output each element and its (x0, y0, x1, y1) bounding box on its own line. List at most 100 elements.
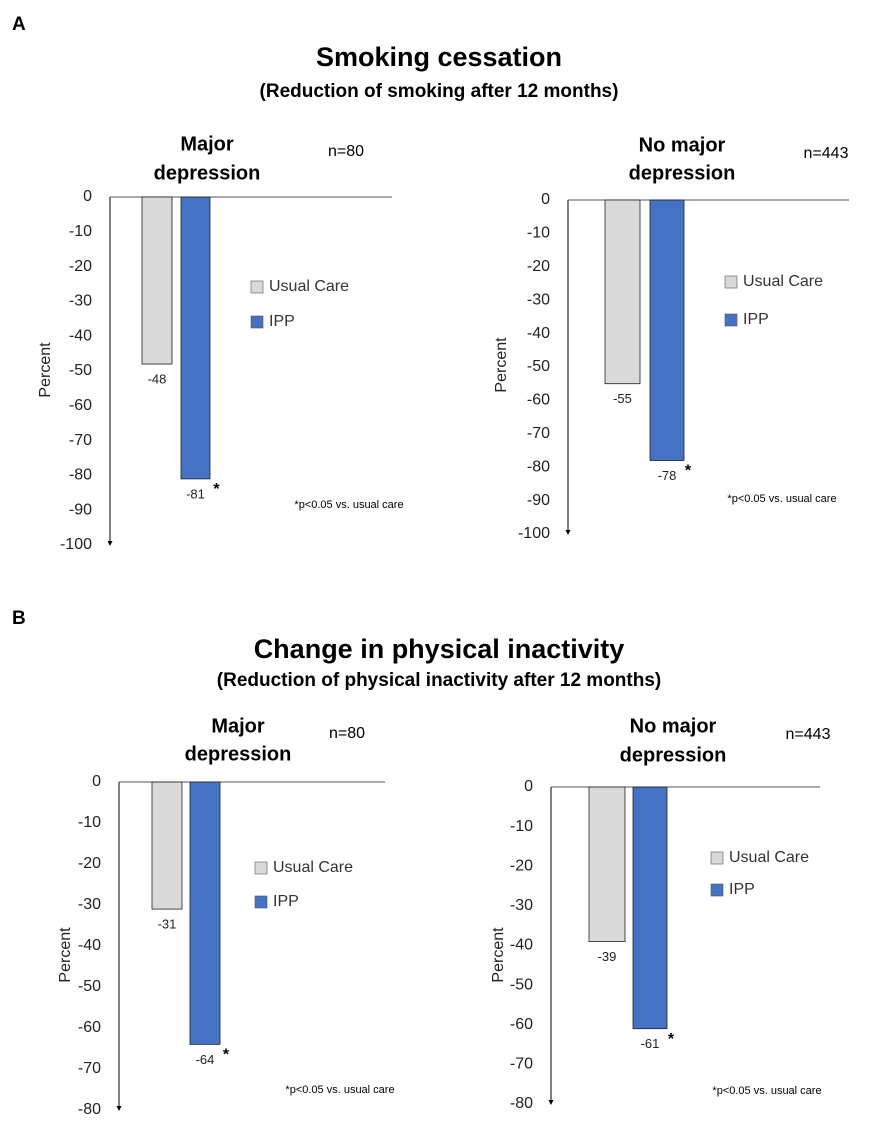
chart-group-title-line: No major (639, 134, 726, 156)
bar-value-label: -39 (598, 949, 617, 964)
y-tick-label: -80 (510, 1095, 533, 1112)
chart-n-label: n=80 (328, 143, 364, 160)
legend-label-usual-care: Usual Care (273, 859, 353, 876)
chart-footnote: *p<0.05 vs. usual care (294, 499, 403, 511)
y-tick-label: 0 (92, 773, 101, 790)
legend-swatch-ipp (250, 315, 264, 329)
y-axis-arrow (565, 530, 571, 535)
legend-label-usual-care: Usual Care (269, 278, 349, 295)
legend-label-ipp: IPP (273, 893, 299, 910)
y-tick-label: -70 (78, 1060, 101, 1077)
y-tick-label: -50 (510, 976, 533, 993)
chart-smoking-major-depression: Major depression n=80 0 -10 -20 -30 -40 -50 -60 -7… (37, 133, 403, 553)
y-axis-arrow (107, 541, 113, 546)
y-tick-label: -30 (527, 291, 550, 308)
significance-marker: * (213, 481, 220, 498)
chart-group-title-line: depression (154, 162, 261, 184)
legend-swatch-ipp (254, 895, 268, 909)
y-tick-label: -70 (527, 425, 550, 442)
y-tick-label: 0 (541, 191, 550, 208)
y-tick-label: -30 (78, 896, 101, 913)
legend-swatch-ipp (710, 883, 724, 897)
legend-swatch-ipp (724, 313, 738, 327)
y-tick-label: -20 (69, 258, 92, 275)
significance-marker: * (668, 1031, 675, 1048)
bar-value-label: -78 (658, 468, 677, 483)
y-tick-label: -60 (78, 1019, 101, 1036)
bar-usual-care (604, 199, 641, 385)
bar-ipp (189, 781, 221, 1045)
bar-value-label: -61 (641, 1036, 660, 1051)
legend-label-usual-care: Usual Care (729, 849, 809, 866)
y-tick-label: -60 (510, 1016, 533, 1033)
y-tick-label: -20 (527, 258, 550, 275)
bar-ipp (180, 196, 211, 480)
y-tick-label: -80 (527, 458, 550, 475)
legend-swatch-usual-care (724, 275, 738, 289)
y-tick-label: -10 (69, 223, 92, 240)
y-tick-label: -40 (78, 937, 101, 954)
chart-footnote: *p<0.05 vs. usual care (712, 1085, 821, 1097)
y-tick-label: -80 (69, 467, 92, 484)
chart-smoking-no-major-depression: No major depression n=443 0 -10 -20 -30 -40 -50 -… (493, 134, 849, 542)
bar-usual-care (151, 781, 183, 910)
y-tick-label: -40 (510, 937, 533, 954)
chart-group-title-line: depression (620, 744, 727, 766)
chart-footnote: *p<0.05 vs. usual care (285, 1084, 394, 1096)
y-axis-label: Percent (493, 337, 510, 393)
chart-n-label: n=80 (329, 725, 365, 742)
legend-label-ipp: IPP (743, 311, 769, 328)
y-tick-label: -60 (69, 397, 92, 414)
panel-b-subtitle: (Reduction of physical inactivity after … (216, 670, 662, 691)
chart-group-title-line: No major (630, 715, 717, 737)
y-tick-label: -20 (510, 857, 533, 874)
y-tick-label: 0 (83, 188, 92, 205)
chart-group-title-line: depression (629, 162, 736, 184)
chart-plot-group: Major depression n=80 0 -10 -20 -30 -40 -50 -60 -7… (37, 133, 403, 553)
panel-b-letter: B (12, 608, 26, 629)
y-tick-label: -100 (60, 536, 92, 553)
significance-marker: * (223, 1047, 230, 1064)
panel-a-title: Smoking cessation (315, 42, 563, 72)
chart-n-label: n=443 (804, 145, 849, 162)
y-tick-label: -50 (69, 362, 92, 379)
y-tick-label: -90 (69, 501, 92, 518)
chart-n-label: n=443 (786, 726, 831, 743)
y-axis-arrow (116, 1106, 122, 1111)
y-tick-label: -40 (69, 327, 92, 344)
panel-a-letter: A (12, 14, 26, 35)
y-tick-label: -20 (78, 855, 101, 872)
chart-inactivity-major-depression: Major depression n=80 0 -10 -20 -30 -40 -50 -60 -7… (57, 715, 394, 1118)
y-axis-label: Percent (57, 927, 74, 983)
y-tick-label: -60 (527, 392, 550, 409)
y-tick-label: -30 (69, 293, 92, 310)
y-axis-label: Percent (37, 342, 54, 398)
chart-plot-group: No major depression n=443 0 -10 -20 -30 -40 -50 -… (490, 715, 830, 1112)
significance-marker: * (685, 463, 692, 480)
bar-value-label: -64 (196, 1052, 215, 1067)
bar-value-label: -31 (158, 917, 177, 932)
y-axis-label: Percent (490, 927, 507, 983)
legend-label-ipp: IPP (269, 313, 295, 330)
y-tick-label: -50 (78, 978, 101, 995)
y-tick-label: -70 (510, 1056, 533, 1073)
bar-ipp (632, 786, 668, 1030)
legend-swatch-usual-care (710, 851, 724, 865)
y-tick-label: -70 (69, 432, 92, 449)
chart-plot-group: Major depression n=80 0 -10 -20 -30 -40 -50 -60 -7… (57, 715, 394, 1118)
y-tick-label: -10 (527, 225, 550, 242)
bar-value-label: -48 (148, 371, 167, 386)
legend-label-ipp: IPP (729, 881, 755, 898)
y-tick-label: -100 (518, 525, 550, 542)
chart-group-title-line: Major (180, 133, 234, 155)
y-tick-label: -10 (78, 814, 101, 831)
legend-swatch-usual-care (250, 280, 264, 294)
chart-plot-group: No major depression n=443 0 -10 -20 -30 -40 -50 -… (493, 134, 849, 542)
legend-swatch-usual-care (254, 861, 268, 875)
chart-group-title-line: Major (211, 715, 265, 737)
y-tick-label: -30 (510, 897, 533, 914)
y-axis-arrow (548, 1100, 554, 1105)
y-tick-label: -40 (527, 325, 550, 342)
bar-usual-care (141, 196, 173, 365)
y-tick-label: -50 (527, 358, 550, 375)
